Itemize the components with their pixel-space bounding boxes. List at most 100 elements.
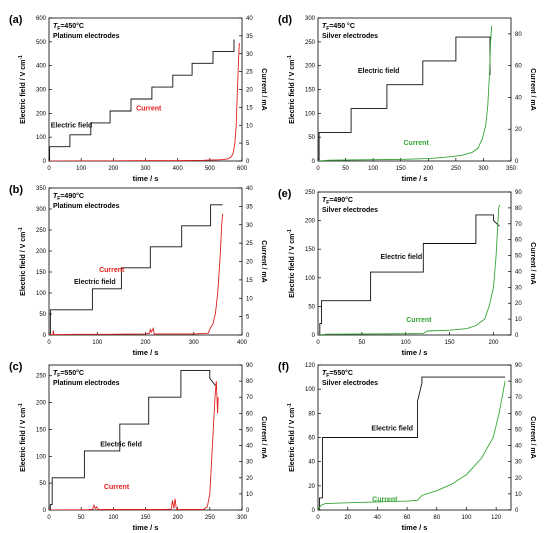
y-tick-label: 0 — [312, 159, 316, 165]
chart-panel: 0 50 100 150 200 250 3000501001502002500102030… — [9, 361, 267, 532]
y2-tick-label: 20 — [515, 301, 522, 307]
x-tick-label: 50 — [78, 515, 85, 521]
y2-tick-label: 15 — [246, 105, 253, 111]
x-tick-label: 0 — [47, 340, 51, 346]
y2-tick-label: 20 — [515, 476, 522, 482]
panel-letter: (d) — [278, 14, 292, 26]
y2-tick-label: 70 — [515, 222, 522, 228]
y-axis-label: Electric field / V cm-1 — [18, 55, 27, 124]
y2-tick-label: 25 — [246, 241, 253, 247]
temperature-value: =550°C — [329, 369, 353, 377]
y-axis-label-text: Electric field / V cm — [20, 60, 27, 124]
electrode-label: Silver electrodes — [322, 380, 378, 387]
y-tick-label: 100 — [36, 135, 47, 141]
current-label: Current — [372, 497, 398, 504]
y-tick-label: 150 — [36, 427, 47, 433]
y-tick-label: 300 — [305, 16, 316, 22]
y2-tick-label: 10 — [246, 123, 253, 129]
panel-letter: (b) — [9, 184, 23, 196]
panel-letter: (c) — [9, 361, 23, 373]
electrode-label: Platinum electrodes — [53, 380, 120, 387]
y-tick-label: 0 — [43, 508, 47, 514]
y-tick-label: 600 — [36, 16, 47, 22]
y-tick-label: 0 — [312, 508, 316, 514]
y-tick-label: 100 — [305, 387, 316, 393]
x-axis-label: time / s — [402, 348, 428, 357]
x-tick-label: 200 — [140, 340, 151, 346]
y2-tick-label: 80 — [246, 379, 253, 385]
y-axis-label: Electric field / V cm-1 — [287, 403, 296, 472]
y-tick-label: 250 — [305, 40, 316, 46]
current-label: Current — [406, 317, 432, 324]
series-current — [49, 42, 240, 161]
temperature-value: =490°C — [329, 196, 353, 204]
y-tick-label: 200 — [36, 249, 47, 255]
x-tick-label: 80 — [433, 515, 440, 521]
panel-letter: (a) — [9, 14, 23, 26]
y-axis-label-text: Electric field / V cm — [20, 408, 27, 472]
y2-tick-label: 30 — [246, 223, 253, 229]
x-tick-label: 100 — [76, 166, 87, 172]
y2-tick-label: 15 — [246, 278, 253, 284]
y-axis-label-text: Electric field / V cm — [20, 232, 27, 296]
y2-tick-label: 70 — [515, 395, 522, 401]
plot-frame — [48, 187, 243, 336]
y-axis-label-exponent: -1 — [287, 55, 293, 60]
y-tick-label: 50 — [39, 312, 46, 318]
y-tick-label: 0 — [312, 333, 316, 339]
y2-tick-label: 40 — [246, 16, 253, 22]
y-tick-label: 0 — [43, 333, 47, 339]
temperature-symbol: T — [322, 23, 327, 30]
x-tick-label: 60 — [404, 515, 411, 521]
x-tick-label: 100 — [92, 340, 103, 346]
y-tick-label: 300 — [36, 88, 47, 94]
temperature-value: =490°C — [60, 192, 84, 200]
temperature-label: TF=450 °C — [322, 22, 355, 32]
y2-tick-label: 30 — [246, 460, 253, 466]
y-tick-label: 150 — [305, 88, 316, 94]
y-tick-label: 50 — [308, 135, 315, 141]
series-electric-field — [49, 369, 217, 510]
x-tick-label: 0 — [47, 515, 51, 521]
series-current — [318, 381, 506, 510]
y2-tick-label: 0 — [246, 508, 250, 514]
series-current — [318, 204, 501, 335]
panel-letter: (f) — [278, 361, 289, 373]
x-tick-label: 200 — [108, 166, 119, 172]
x-tick-label: 150 — [140, 515, 151, 521]
y2-tick-label: 40 — [246, 186, 253, 192]
y2-tick-label: 60 — [515, 64, 522, 70]
x-tick-label: 600 — [237, 166, 248, 172]
temperature-value: =450 °C — [329, 22, 355, 30]
y-tick-label: 400 — [36, 64, 47, 70]
electric-field-label: Electric field — [74, 279, 116, 286]
y-tick-label: 150 — [305, 247, 316, 253]
x-tick-label: 20 — [344, 515, 351, 521]
series-electric-field — [49, 39, 235, 161]
x-tick-label: 400 — [237, 340, 248, 346]
y2-tick-label: 0 — [515, 333, 519, 339]
y2-tick-label: 60 — [515, 238, 522, 244]
x-tick-label: 100 — [401, 340, 412, 346]
x-tick-label: 350 — [506, 166, 517, 172]
series-electric-field — [318, 214, 500, 335]
chart-panel: 0 100 200 300 400050100150200250300350051015… — [9, 184, 267, 357]
temperature-label: TF=490°C — [53, 192, 84, 202]
y2-tick-label: 80 — [515, 206, 522, 212]
y2-tick-label: 10 — [246, 296, 253, 302]
y2-tick-label: 0 — [515, 159, 519, 165]
y-tick-label: 40 — [308, 460, 315, 466]
y2-tick-label: 5 — [246, 315, 250, 321]
y2-axis-label: Current / mA — [529, 242, 536, 284]
y-tick-label: 250 — [36, 228, 47, 234]
y2-tick-label: 20 — [515, 127, 522, 133]
y-axis-label: Electric field / V cm-1 — [287, 55, 296, 124]
y-axis-label-exponent: -1 — [287, 229, 293, 234]
y2-tick-label: 60 — [515, 411, 522, 417]
x-tick-label: 50 — [359, 340, 366, 346]
y2-tick-label: 20 — [246, 88, 253, 94]
x-tick-label: 100 — [368, 166, 379, 172]
y-tick-label: 250 — [36, 374, 47, 380]
y2-tick-label: 35 — [246, 204, 253, 210]
